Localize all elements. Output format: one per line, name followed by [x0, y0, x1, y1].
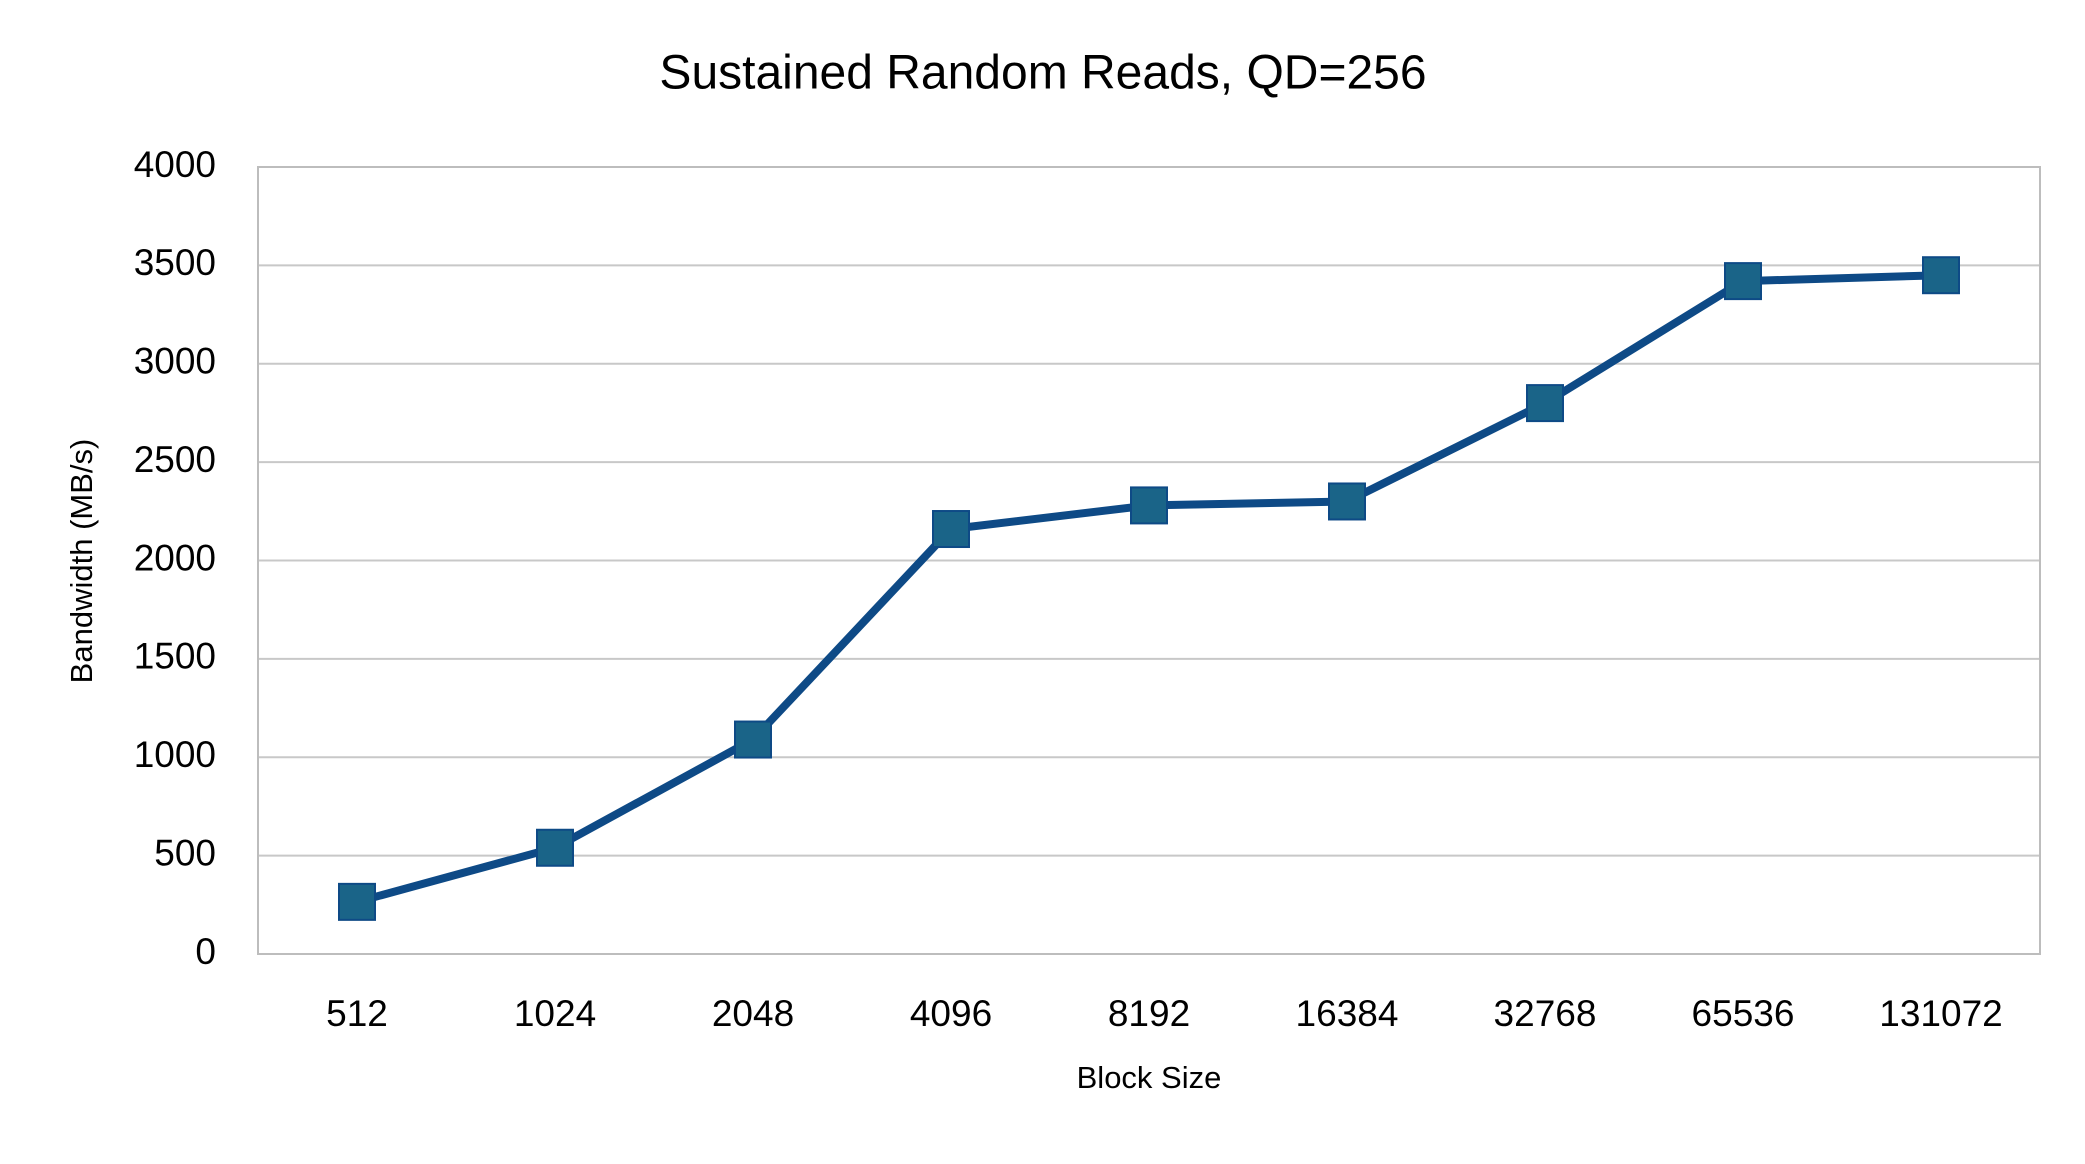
x-tick-label: 8192 — [1108, 993, 1190, 1034]
y-axis-title: Bandwidth (MB/s) — [64, 439, 99, 684]
data-marker — [1526, 384, 1564, 423]
y-tick-label: 0 — [195, 931, 216, 972]
x-tick-label: 16384 — [1296, 993, 1399, 1034]
x-tick-label: 2048 — [712, 993, 794, 1034]
data-marker — [1724, 262, 1762, 301]
x-axis-title: Block Size — [1077, 1060, 1222, 1095]
y-tick-label: 4000 — [134, 144, 216, 185]
x-tick-label: 32768 — [1494, 993, 1597, 1034]
chart-title: Sustained Random Reads, QD=256 — [659, 47, 1426, 100]
data-marker — [1328, 482, 1366, 521]
y-tick-label: 1000 — [134, 734, 216, 775]
x-tick-label: 4096 — [910, 993, 992, 1034]
x-tick-label: 131072 — [1879, 993, 2002, 1034]
plot-border — [257, 166, 2041, 955]
data-marker — [338, 882, 376, 921]
y-tick-label: 2000 — [134, 537, 216, 578]
y-tick-label: 2500 — [134, 439, 216, 480]
data-marker — [1130, 486, 1168, 525]
data-marker — [1922, 256, 1960, 295]
y-tick-label: 1500 — [134, 636, 216, 677]
data-marker — [734, 720, 772, 759]
data-marker — [536, 828, 574, 867]
x-tick-label: 512 — [326, 993, 388, 1034]
y-tick-label: 3000 — [134, 341, 216, 382]
x-tick-label: 1024 — [514, 993, 596, 1034]
data-marker — [932, 510, 970, 549]
x-tick-label: 65536 — [1692, 993, 1795, 1034]
y-tick-label: 500 — [154, 832, 216, 873]
y-tick-label: 3500 — [134, 242, 216, 283]
